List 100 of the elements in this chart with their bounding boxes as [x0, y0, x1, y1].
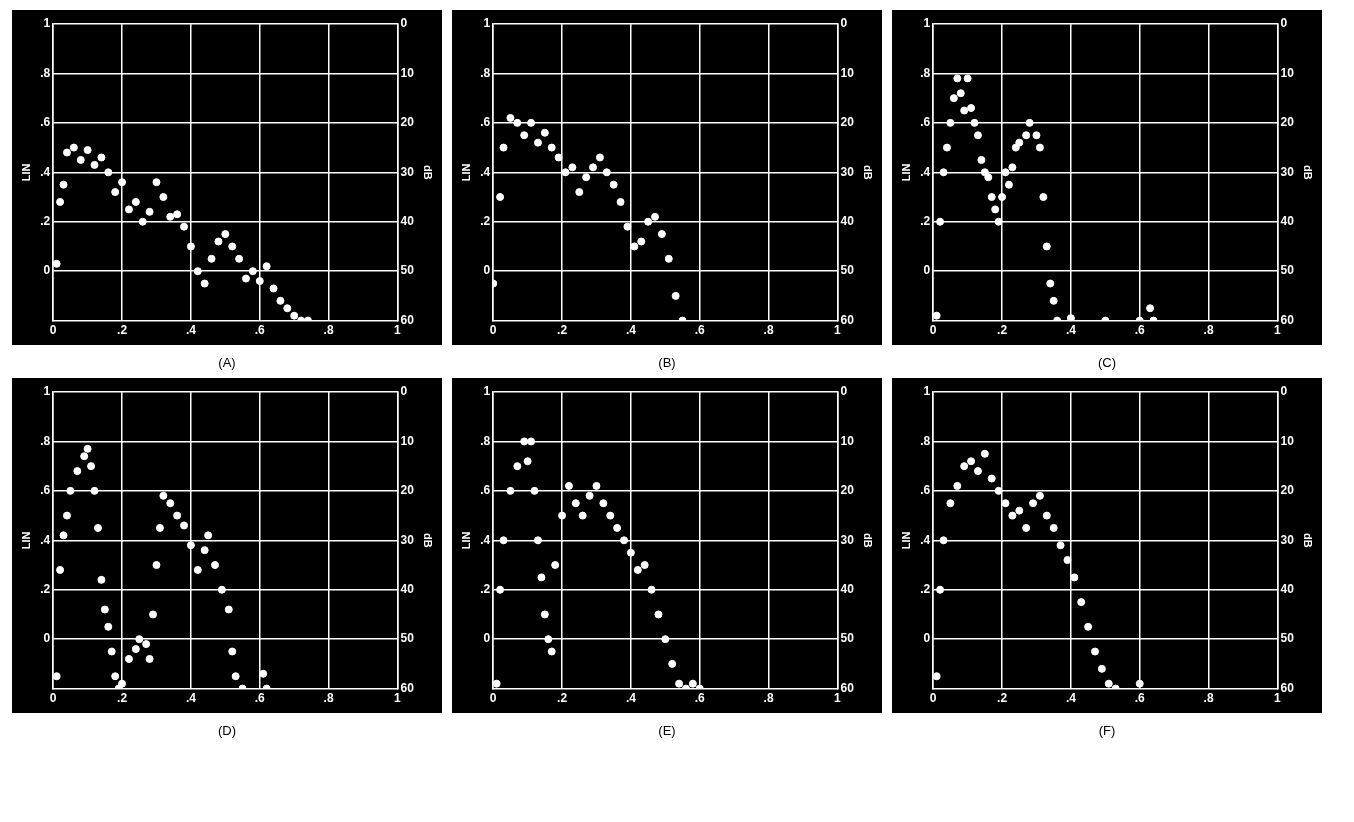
- point: [530, 486, 539, 495]
- point: [506, 113, 515, 122]
- y2-tick-label: 0: [840, 16, 848, 31]
- y-tick-label: .6: [40, 483, 51, 498]
- point: [936, 217, 945, 226]
- point: [1049, 523, 1058, 532]
- x-tick-label: 1: [394, 323, 402, 338]
- point: [654, 610, 663, 619]
- point: [657, 230, 666, 239]
- point: [1135, 679, 1144, 688]
- point: [633, 565, 642, 574]
- y2-tick-label: 60: [400, 312, 415, 327]
- point: [221, 230, 230, 239]
- point: [100, 605, 109, 614]
- point: [118, 178, 127, 187]
- y2-tick-label: 20: [400, 483, 415, 498]
- point: [1035, 143, 1044, 152]
- y-tick-label: 1: [923, 384, 931, 399]
- y2-tick-label: 10: [1280, 433, 1295, 448]
- point: [62, 148, 71, 157]
- point: [1039, 193, 1048, 202]
- x-tick-label: .4: [625, 691, 637, 706]
- point: [585, 491, 594, 500]
- y2-tick-label: 40: [400, 214, 415, 229]
- point: [998, 193, 1007, 202]
- y2-tick-label: 40: [1280, 582, 1295, 597]
- point: [124, 654, 133, 663]
- y-tick-label: .4: [480, 164, 491, 179]
- point: [231, 672, 240, 681]
- point: [1066, 314, 1075, 321]
- y2-tick-label: 20: [1280, 115, 1295, 130]
- point: [620, 536, 629, 545]
- point: [59, 531, 68, 540]
- point: [135, 635, 144, 644]
- point: [180, 222, 189, 231]
- point: [994, 486, 1003, 495]
- point: [506, 486, 515, 495]
- point: [180, 521, 189, 530]
- point: [53, 259, 61, 268]
- y-axis-title: LIN: [899, 163, 912, 182]
- point: [520, 437, 529, 446]
- point: [513, 118, 522, 127]
- point: [499, 143, 508, 152]
- y-tick-label: .8: [480, 433, 491, 448]
- point: [994, 217, 1003, 226]
- point: [248, 267, 257, 276]
- y2-tick-label: 0: [840, 384, 848, 399]
- y2-tick-label: 10: [400, 433, 415, 448]
- point: [571, 499, 580, 508]
- y2-tick-label: 30: [400, 532, 415, 547]
- point: [186, 541, 195, 550]
- point: [200, 546, 209, 555]
- y-axis-title: LIN: [459, 163, 472, 182]
- y2-tick-label: 40: [1280, 214, 1295, 229]
- point: [1042, 242, 1051, 251]
- point: [644, 217, 653, 226]
- point: [540, 128, 549, 137]
- point: [616, 197, 625, 206]
- point: [255, 277, 264, 286]
- point: [142, 640, 151, 649]
- y-tick-label: .4: [40, 532, 51, 547]
- point: [159, 491, 168, 500]
- y2-tick-label: 30: [400, 164, 415, 179]
- y-tick-label: .2: [40, 214, 51, 229]
- y-tick-label: 0: [483, 631, 491, 646]
- point: [56, 565, 65, 574]
- y2-tick-label: 50: [840, 263, 855, 278]
- y2-tick-label: 40: [840, 214, 855, 229]
- point: [97, 575, 106, 584]
- y2-tick-label: 10: [1280, 65, 1295, 80]
- x-tick-label: .6: [1134, 323, 1146, 338]
- point: [1008, 163, 1017, 172]
- point: [987, 193, 996, 202]
- x-tick-label: .2: [117, 323, 128, 338]
- x-tick-label: .8: [323, 323, 334, 338]
- point: [241, 274, 250, 283]
- point: [204, 531, 213, 540]
- y2-axis-title: dB: [1302, 532, 1315, 548]
- point: [671, 291, 680, 300]
- y-tick-label: .4: [920, 532, 931, 547]
- point: [104, 168, 113, 177]
- y2-tick-label: 20: [840, 483, 855, 498]
- x-tick-label: .8: [763, 323, 774, 338]
- y-tick-label: .4: [920, 164, 931, 179]
- point: [211, 561, 219, 570]
- y2-tick-label: 20: [840, 115, 855, 130]
- point: [107, 647, 116, 656]
- point: [942, 143, 951, 152]
- point: [609, 180, 618, 189]
- point: [575, 188, 584, 197]
- point: [551, 561, 560, 570]
- text: (C): [1097, 355, 1117, 370]
- point: [1015, 138, 1024, 147]
- point: [688, 679, 697, 688]
- x-tick-label: .4: [185, 691, 197, 706]
- y-tick-label: 1: [483, 384, 491, 399]
- y2-axis-title: dB: [862, 532, 875, 548]
- point: [124, 205, 133, 214]
- point: [186, 242, 195, 251]
- point: [977, 155, 986, 164]
